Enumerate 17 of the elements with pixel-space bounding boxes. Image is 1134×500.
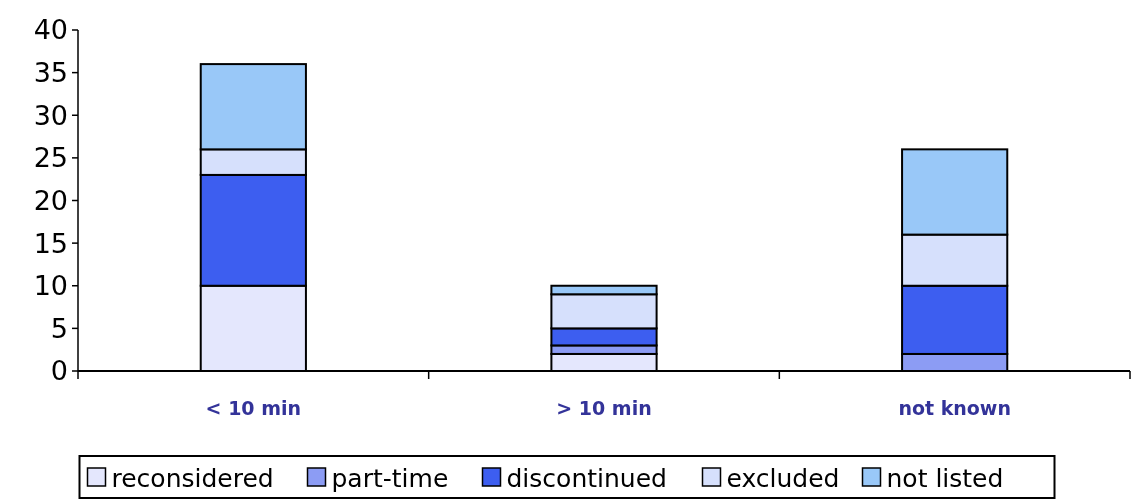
legend-label: excluded (726, 464, 840, 493)
legend-label: discontinued (506, 464, 667, 493)
legend-label: reconsidered (111, 464, 274, 493)
y-tick-label: 25 (33, 142, 68, 174)
y-tick-label: 5 (50, 312, 68, 344)
x-tick-label: not known (898, 397, 1011, 419)
y-tick-label: 15 (33, 227, 68, 259)
legend-label: not listed (886, 464, 1004, 493)
y-tick-label: 10 (33, 270, 68, 302)
y-tick-label: 0 (50, 355, 68, 387)
x-tick-label: > 10 min (556, 397, 652, 419)
y-tick-label: 35 (33, 57, 68, 89)
y-tick-label: 30 (33, 99, 68, 131)
y-tick-label: 40 (33, 14, 68, 46)
x-tick-label: < 10 min (205, 397, 302, 419)
y-tick-label: 20 (33, 184, 68, 216)
legend-label: part-time (331, 464, 449, 493)
